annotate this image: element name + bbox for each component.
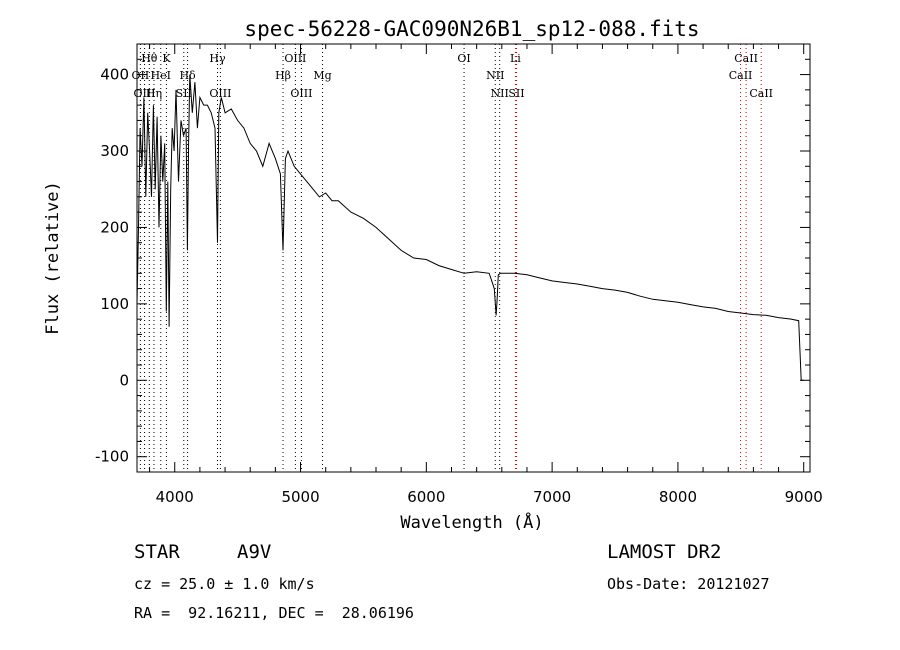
x-tick-label: 7000 [533, 488, 571, 506]
x-tick-label: 4000 [156, 488, 194, 506]
line-label: SII [176, 87, 192, 100]
y-tick-label: 400 [100, 66, 129, 84]
object-subclass: A9V [237, 541, 272, 563]
y-tick-label: -100 [95, 448, 129, 466]
line-label: OIII [209, 87, 231, 100]
axis-ticks: 4000 5000 6000 7000 8000 9000 -100 0 100 200 300 40… [95, 43, 823, 506]
y-tick-label: 200 [100, 218, 129, 236]
line-label: Hη [146, 87, 162, 100]
y-tick-label: 100 [100, 295, 129, 313]
line-label: OI [457, 52, 470, 65]
line-label: Hβ [275, 69, 291, 82]
line-label: NII [491, 87, 509, 100]
plot-frame [136, 43, 811, 473]
line-label: OIII [290, 87, 312, 100]
x-tick-label: 9000 [785, 488, 823, 506]
observation-date: Obs-Date: 20121027 [607, 575, 770, 593]
spectral-line-markers: Hθ K Hγ OIII OI Li CaII OII HeI Hδ Hβ Mg NII CaII OIII… [132, 44, 773, 472]
line-label: NII [486, 69, 504, 82]
redshift-readout: cz = 25.0 ± 1.0 km/s [134, 575, 315, 593]
spectrum-line [136, 74, 804, 381]
line-label: SII [508, 87, 524, 100]
line-label: OII [132, 69, 150, 82]
y-axis-label: Flux (relative) [43, 181, 63, 335]
line-label: CaII [734, 52, 758, 65]
x-axis-label: Wavelength (Å) [400, 511, 543, 533]
x-tick-label: 6000 [407, 488, 445, 506]
line-label: Hθ [141, 52, 158, 65]
chart-title: spec-56228-GAC090N26B1_sp12-088.fits [244, 17, 699, 41]
line-label: CaII [729, 69, 753, 82]
x-tick-label: 8000 [659, 488, 697, 506]
line-label: K [162, 52, 171, 65]
line-label: OIII [284, 52, 306, 65]
line-label: Hγ [209, 52, 226, 65]
y-tick-label: 0 [119, 371, 129, 389]
object-class: STAR [134, 541, 180, 563]
line-label: Hδ [179, 69, 196, 82]
survey-name: LAMOST DR2 [607, 541, 722, 563]
line-label: Mg [313, 69, 331, 82]
line-label: Li [510, 52, 521, 65]
y-tick-label: 300 [100, 142, 129, 160]
coordinates: RA = 92.16211, DEC = 28.06196 [134, 604, 414, 622]
line-label: CaII [749, 87, 773, 100]
line-label: HeI [151, 69, 171, 82]
x-tick-label: 5000 [281, 488, 319, 506]
